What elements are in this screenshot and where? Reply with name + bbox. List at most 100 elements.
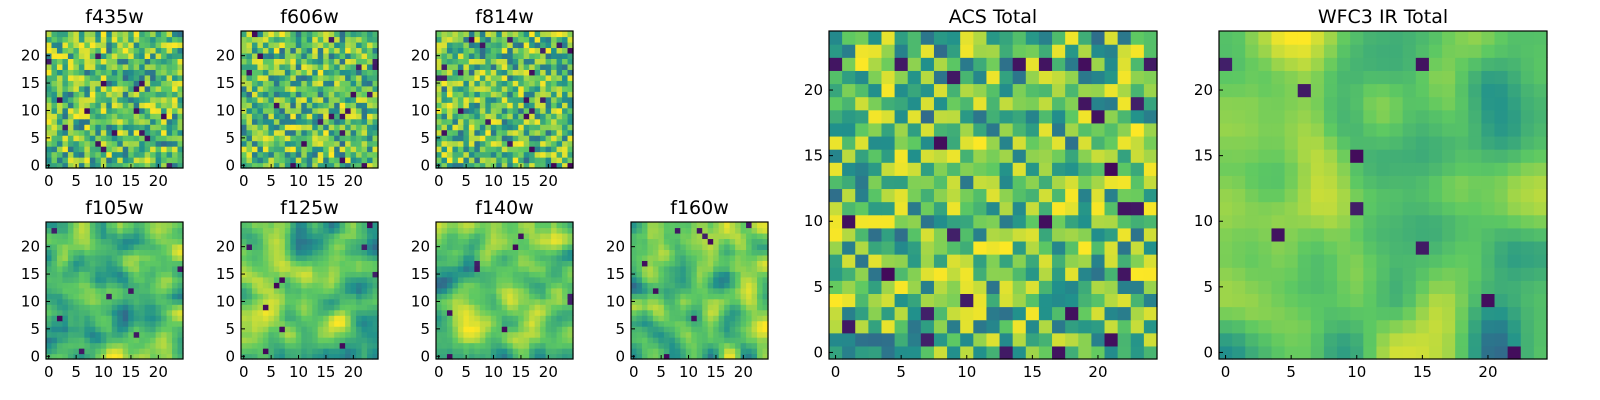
heatmap-cell <box>485 146 492 153</box>
heatmap-cell <box>73 271 80 278</box>
heatmap-cell <box>295 331 302 338</box>
heatmap-cell <box>251 135 259 142</box>
heatmap-cell <box>312 249 319 256</box>
heatmap-cell <box>279 232 286 240</box>
heatmap-cell <box>1025 240 1040 255</box>
heatmap-cell <box>306 260 313 267</box>
heatmap-cell <box>89 249 96 256</box>
heatmap-cell <box>361 342 368 349</box>
heatmap-cell <box>556 243 563 250</box>
heatmap-cell <box>729 298 736 305</box>
heatmap-cell <box>696 254 703 261</box>
heatmap-cell <box>62 85 69 92</box>
heatmap-cell <box>122 162 129 169</box>
heatmap-cell <box>317 287 324 294</box>
heatmap-cell <box>479 162 486 169</box>
heatmap-cell <box>345 74 352 81</box>
heatmap-cell <box>512 58 519 65</box>
heatmap-cell <box>529 162 536 169</box>
heatmap-cell <box>166 52 173 59</box>
heatmap-cell <box>567 298 574 305</box>
heatmap-cell <box>436 151 443 158</box>
heatmap-cell <box>474 124 481 131</box>
heatmap-cell <box>457 227 464 234</box>
heatmap-cell <box>740 222 747 229</box>
heatmap-cell <box>746 254 753 261</box>
heatmap-cell <box>62 151 69 158</box>
heatmap-cell <box>279 265 286 272</box>
heatmap-cell <box>306 162 313 169</box>
heatmap-cell <box>468 31 475 38</box>
heatmap-cell <box>56 337 64 344</box>
heatmap-cell <box>685 331 692 338</box>
heatmap-cell <box>345 162 352 169</box>
heatmap-cell <box>1104 227 1119 242</box>
heatmap-cell <box>501 260 508 267</box>
heatmap-cell <box>933 188 948 203</box>
heatmap-cell <box>463 265 470 272</box>
heatmap-cell <box>301 298 308 305</box>
heatmap-cell <box>496 304 503 311</box>
heatmap-cell <box>1091 280 1106 294</box>
heatmap-cell <box>757 282 764 289</box>
heatmap-cell <box>334 146 341 153</box>
heatmap-cell <box>740 227 747 234</box>
heatmap-cell <box>529 249 536 256</box>
heatmap-cell <box>262 282 269 289</box>
heatmap-cell <box>306 276 313 283</box>
heatmap-cell <box>67 265 74 272</box>
heatmap-cell <box>290 58 297 65</box>
heatmap-cell <box>268 227 275 234</box>
heatmap-cell <box>842 201 856 216</box>
heatmap-cell <box>534 129 541 136</box>
heatmap-cell <box>652 227 659 234</box>
heatmap-cell <box>436 58 443 65</box>
heatmap-cell <box>295 222 302 229</box>
heatmap-cell <box>268 254 275 261</box>
heatmap-cell <box>540 227 547 234</box>
heatmap-cell <box>696 276 703 283</box>
heatmap-cell <box>463 320 470 327</box>
heatmap-cell <box>512 140 519 147</box>
heatmap-cell <box>1052 135 1066 150</box>
heatmap-cell <box>339 342 346 349</box>
heatmap-cell <box>452 326 459 333</box>
heatmap-cell <box>551 348 558 355</box>
heatmap-cell <box>67 80 74 87</box>
heatmap-cell <box>868 135 883 150</box>
heatmap-cell <box>518 41 525 49</box>
heatmap-cell <box>51 74 58 81</box>
heatmap-cell <box>920 293 935 308</box>
heatmap-cell <box>317 157 324 164</box>
heatmap-cell <box>95 222 102 229</box>
heatmap-cell <box>551 222 558 229</box>
heatmap-cell <box>534 140 541 147</box>
heatmap-cell <box>73 260 80 267</box>
heatmap-cell <box>702 287 709 294</box>
heatmap-cell <box>446 353 454 360</box>
heatmap-cell <box>111 271 118 278</box>
heatmap-cell <box>1052 306 1066 321</box>
heatmap-cell <box>328 124 335 131</box>
heatmap-cell <box>479 146 486 153</box>
heatmap-cell <box>56 80 64 87</box>
heatmap-cell <box>328 74 335 81</box>
heatmap-cell <box>631 287 638 294</box>
heatmap-cell <box>306 326 313 333</box>
heatmap-cell <box>523 47 530 54</box>
heatmap-cell <box>350 249 357 256</box>
heatmap-cell <box>301 107 308 114</box>
heatmap-cell <box>323 96 330 103</box>
heatmap-cell <box>479 276 486 283</box>
heatmap-cell <box>457 69 464 76</box>
heatmap-cell <box>73 309 80 316</box>
heatmap-cell <box>73 140 80 147</box>
heatmap-cell <box>518 118 525 125</box>
heatmap-cell <box>545 326 552 333</box>
heatmap-cell <box>751 265 758 272</box>
heatmap-cell <box>468 146 475 153</box>
heatmap-cell <box>139 271 146 278</box>
heatmap-cell <box>436 287 443 294</box>
heatmap-cell <box>474 342 481 349</box>
heatmap-cell <box>468 222 475 229</box>
